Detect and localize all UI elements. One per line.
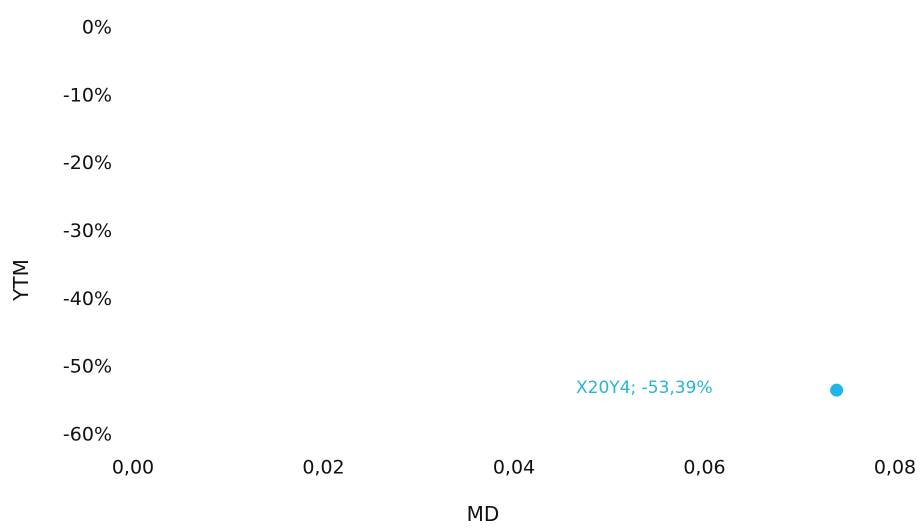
x-tick-label: 0,04 xyxy=(493,457,535,479)
x-axis-title: MD xyxy=(467,502,500,526)
y-tick-label: -10% xyxy=(63,84,112,106)
data-point-label: X20Y4; -53,39% xyxy=(576,378,713,398)
y-axis-title: YTM xyxy=(9,259,33,302)
x-axis-ticks: 0,00 0,02 0,04 0,06 0,08 xyxy=(112,457,916,479)
y-tick-label: -40% xyxy=(63,288,112,310)
y-axis-ticks: 0% -10% -20% -30% -40% -50% -60% xyxy=(63,17,112,446)
x-tick-label: 0,02 xyxy=(302,457,344,479)
y-tick-label: -50% xyxy=(63,356,112,378)
y-tick-label: 0% xyxy=(82,17,112,39)
y-tick-label: -20% xyxy=(63,152,112,174)
x-tick-label: 0,00 xyxy=(112,457,154,479)
data-point xyxy=(830,383,844,397)
x-tick-label: 0,06 xyxy=(683,457,725,479)
y-tick-label: -60% xyxy=(63,424,112,446)
data-points: X20Y4; -53,39% xyxy=(576,378,844,398)
x-tick-label: 0,08 xyxy=(874,457,916,479)
y-tick-label: -30% xyxy=(63,220,112,242)
